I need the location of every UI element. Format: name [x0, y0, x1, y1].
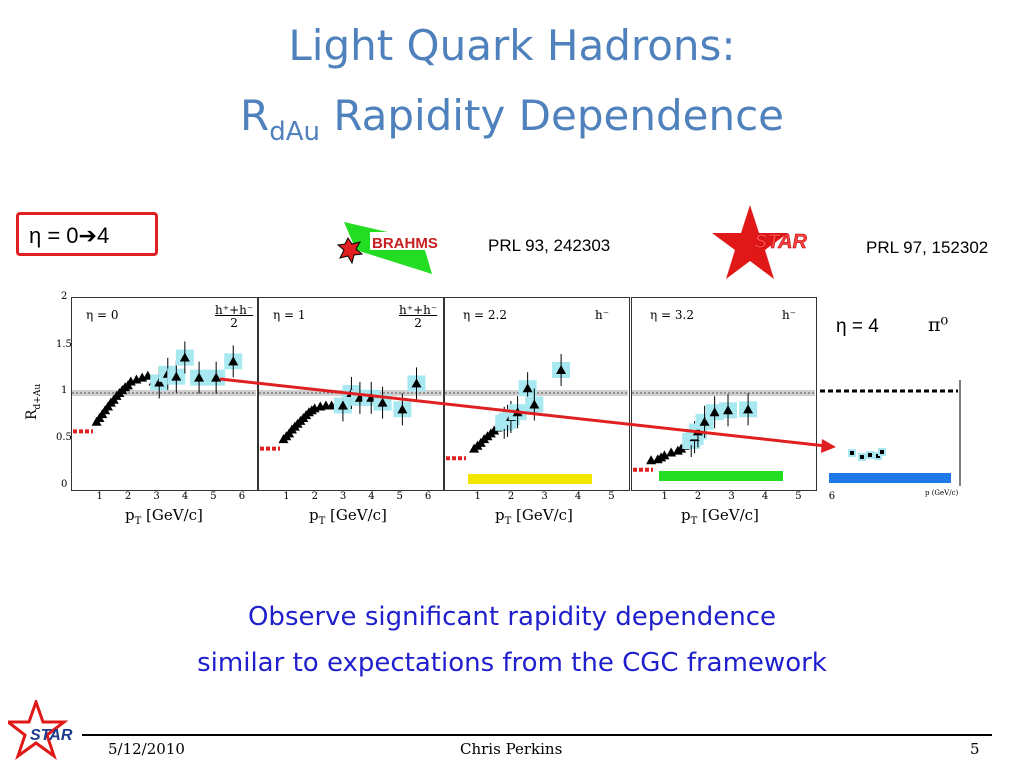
- x-axis-label: pT [GeV/c]: [681, 506, 759, 527]
- title-subscript: dAu: [269, 117, 320, 147]
- y-tick-label: 1.5: [56, 339, 72, 350]
- pi0-data-point: [880, 450, 884, 454]
- x-tick-label: 3: [728, 491, 735, 502]
- x-tick-label: 6: [828, 491, 836, 502]
- rapidity-bar-eta22: [468, 474, 592, 484]
- x-tick-label: 4: [761, 491, 769, 502]
- data-point: [411, 378, 422, 388]
- data-point: [529, 399, 540, 409]
- x-tick-label: 2: [694, 491, 702, 502]
- footer-rule: [82, 734, 992, 736]
- y-tick-label: 0: [61, 479, 68, 490]
- x-tick-label: 2: [311, 491, 318, 502]
- slide-title-line2: RdAu Rapidity Dependence: [0, 92, 1024, 156]
- panel-species-label: h⁺+h⁻ 2: [215, 303, 254, 330]
- data-point: [211, 372, 222, 382]
- star-logo-text: STAR: [754, 231, 808, 253]
- x-tick-label: 6: [238, 491, 246, 502]
- data-point: [699, 416, 710, 426]
- data-point: [723, 405, 734, 415]
- data-point: [397, 404, 408, 414]
- footer-star-logo: STAR: [8, 700, 73, 760]
- data-point: [228, 356, 239, 366]
- panel-species-label: h⁻: [595, 308, 610, 322]
- brahms-logo-text: BRAHMS: [372, 235, 438, 252]
- data-point: [337, 400, 348, 410]
- x-tick-label: 3: [541, 491, 548, 502]
- x-tick-label: 2: [507, 491, 515, 502]
- title-rest: Rapidity Dependence: [319, 91, 784, 140]
- panel-species-label: h⁻: [782, 308, 797, 322]
- brahms-logo-burst: [336, 237, 364, 265]
- data-point: [179, 352, 190, 362]
- x-tick-label: 1: [661, 491, 668, 502]
- data-point: [659, 450, 670, 460]
- message-line2: similar to expectations from the CGC fra…: [197, 648, 827, 678]
- star-logo: STAR: [712, 205, 808, 279]
- x-tick-label: 4: [181, 491, 189, 502]
- x-tick-label: 1: [283, 491, 290, 502]
- x-axis-label: pT [GeV/c]: [125, 506, 203, 527]
- pi0-data-point: [850, 451, 854, 455]
- eta4-label: η = 4: [836, 316, 879, 337]
- y-tick-label: 0.5: [56, 432, 72, 443]
- star-logo-shape: [712, 205, 788, 279]
- data-point: [194, 372, 205, 382]
- x-tick-label: 2: [124, 491, 132, 502]
- panel-species-label: h⁺+h⁻ 2: [399, 303, 438, 330]
- message-line1: Observe significant rapidity dependence: [247, 602, 777, 632]
- x-axis-label: pT [GeV/c]: [309, 506, 387, 527]
- x-axis-label: pT [GeV/c]: [495, 506, 573, 527]
- brahms-reference: PRL 93, 242303: [488, 236, 611, 255]
- slide-title-line1: Light Quark Hadrons:: [288, 21, 736, 70]
- panel-eta-label: η = 0: [86, 308, 119, 322]
- x-tick-label: 6: [424, 491, 432, 502]
- footer-author: Chris Perkins: [460, 740, 563, 758]
- x-tick-label: 5: [608, 491, 615, 502]
- x-tick-label: 4: [574, 491, 582, 502]
- y-tick-label: 1: [61, 385, 68, 396]
- x-tick-label: 5: [795, 491, 802, 502]
- pi0-label: π⁰: [928, 314, 949, 336]
- pi0-data-point: [860, 455, 864, 459]
- data-point: [709, 407, 720, 417]
- x-tick-label: 3: [153, 491, 160, 502]
- footer-date: 5/12/2010: [108, 740, 185, 758]
- star-x-axis-label: p (GeV/c): [925, 489, 959, 497]
- x-tick-label: 3: [339, 491, 347, 502]
- star-reference: PRL 97, 152302: [866, 238, 989, 257]
- data-point: [377, 397, 388, 407]
- x-tick-label: 4: [368, 491, 375, 502]
- rapidity-bar-eta4: [829, 473, 951, 483]
- panel-eta-label: η = 1: [273, 308, 306, 322]
- y-tick-label: 2: [61, 291, 68, 302]
- footer-star-shape: [8, 700, 69, 760]
- unity-band: [632, 390, 815, 396]
- trend-arrow-line: [219, 377, 827, 448]
- data-point: [522, 383, 533, 393]
- brahms-logo: BRAHMS: [336, 222, 470, 274]
- title-r: R: [240, 91, 270, 140]
- footer-page-number: 5: [970, 740, 980, 758]
- pi0-data-point: [868, 453, 872, 457]
- data-point: [743, 404, 754, 414]
- data-point: [556, 364, 567, 374]
- rapidity-bar-eta32: [659, 471, 783, 481]
- eta-range-box: η = 0➔4: [16, 212, 158, 256]
- footer-star-text: STAR: [30, 727, 73, 744]
- trend-arrow-head: [821, 439, 836, 453]
- x-tick-label: 1: [96, 491, 103, 502]
- x-tick-label: 5: [396, 491, 403, 502]
- x-tick-label: 5: [210, 491, 217, 502]
- panel-eta-label: η = 2.2: [463, 308, 507, 322]
- panel-eta-label: η = 3.2: [650, 308, 694, 322]
- data-point: [171, 371, 182, 381]
- brahms-logo-text-bg: [370, 232, 470, 250]
- data-point: [154, 377, 165, 387]
- x-tick-label: 1: [474, 491, 481, 502]
